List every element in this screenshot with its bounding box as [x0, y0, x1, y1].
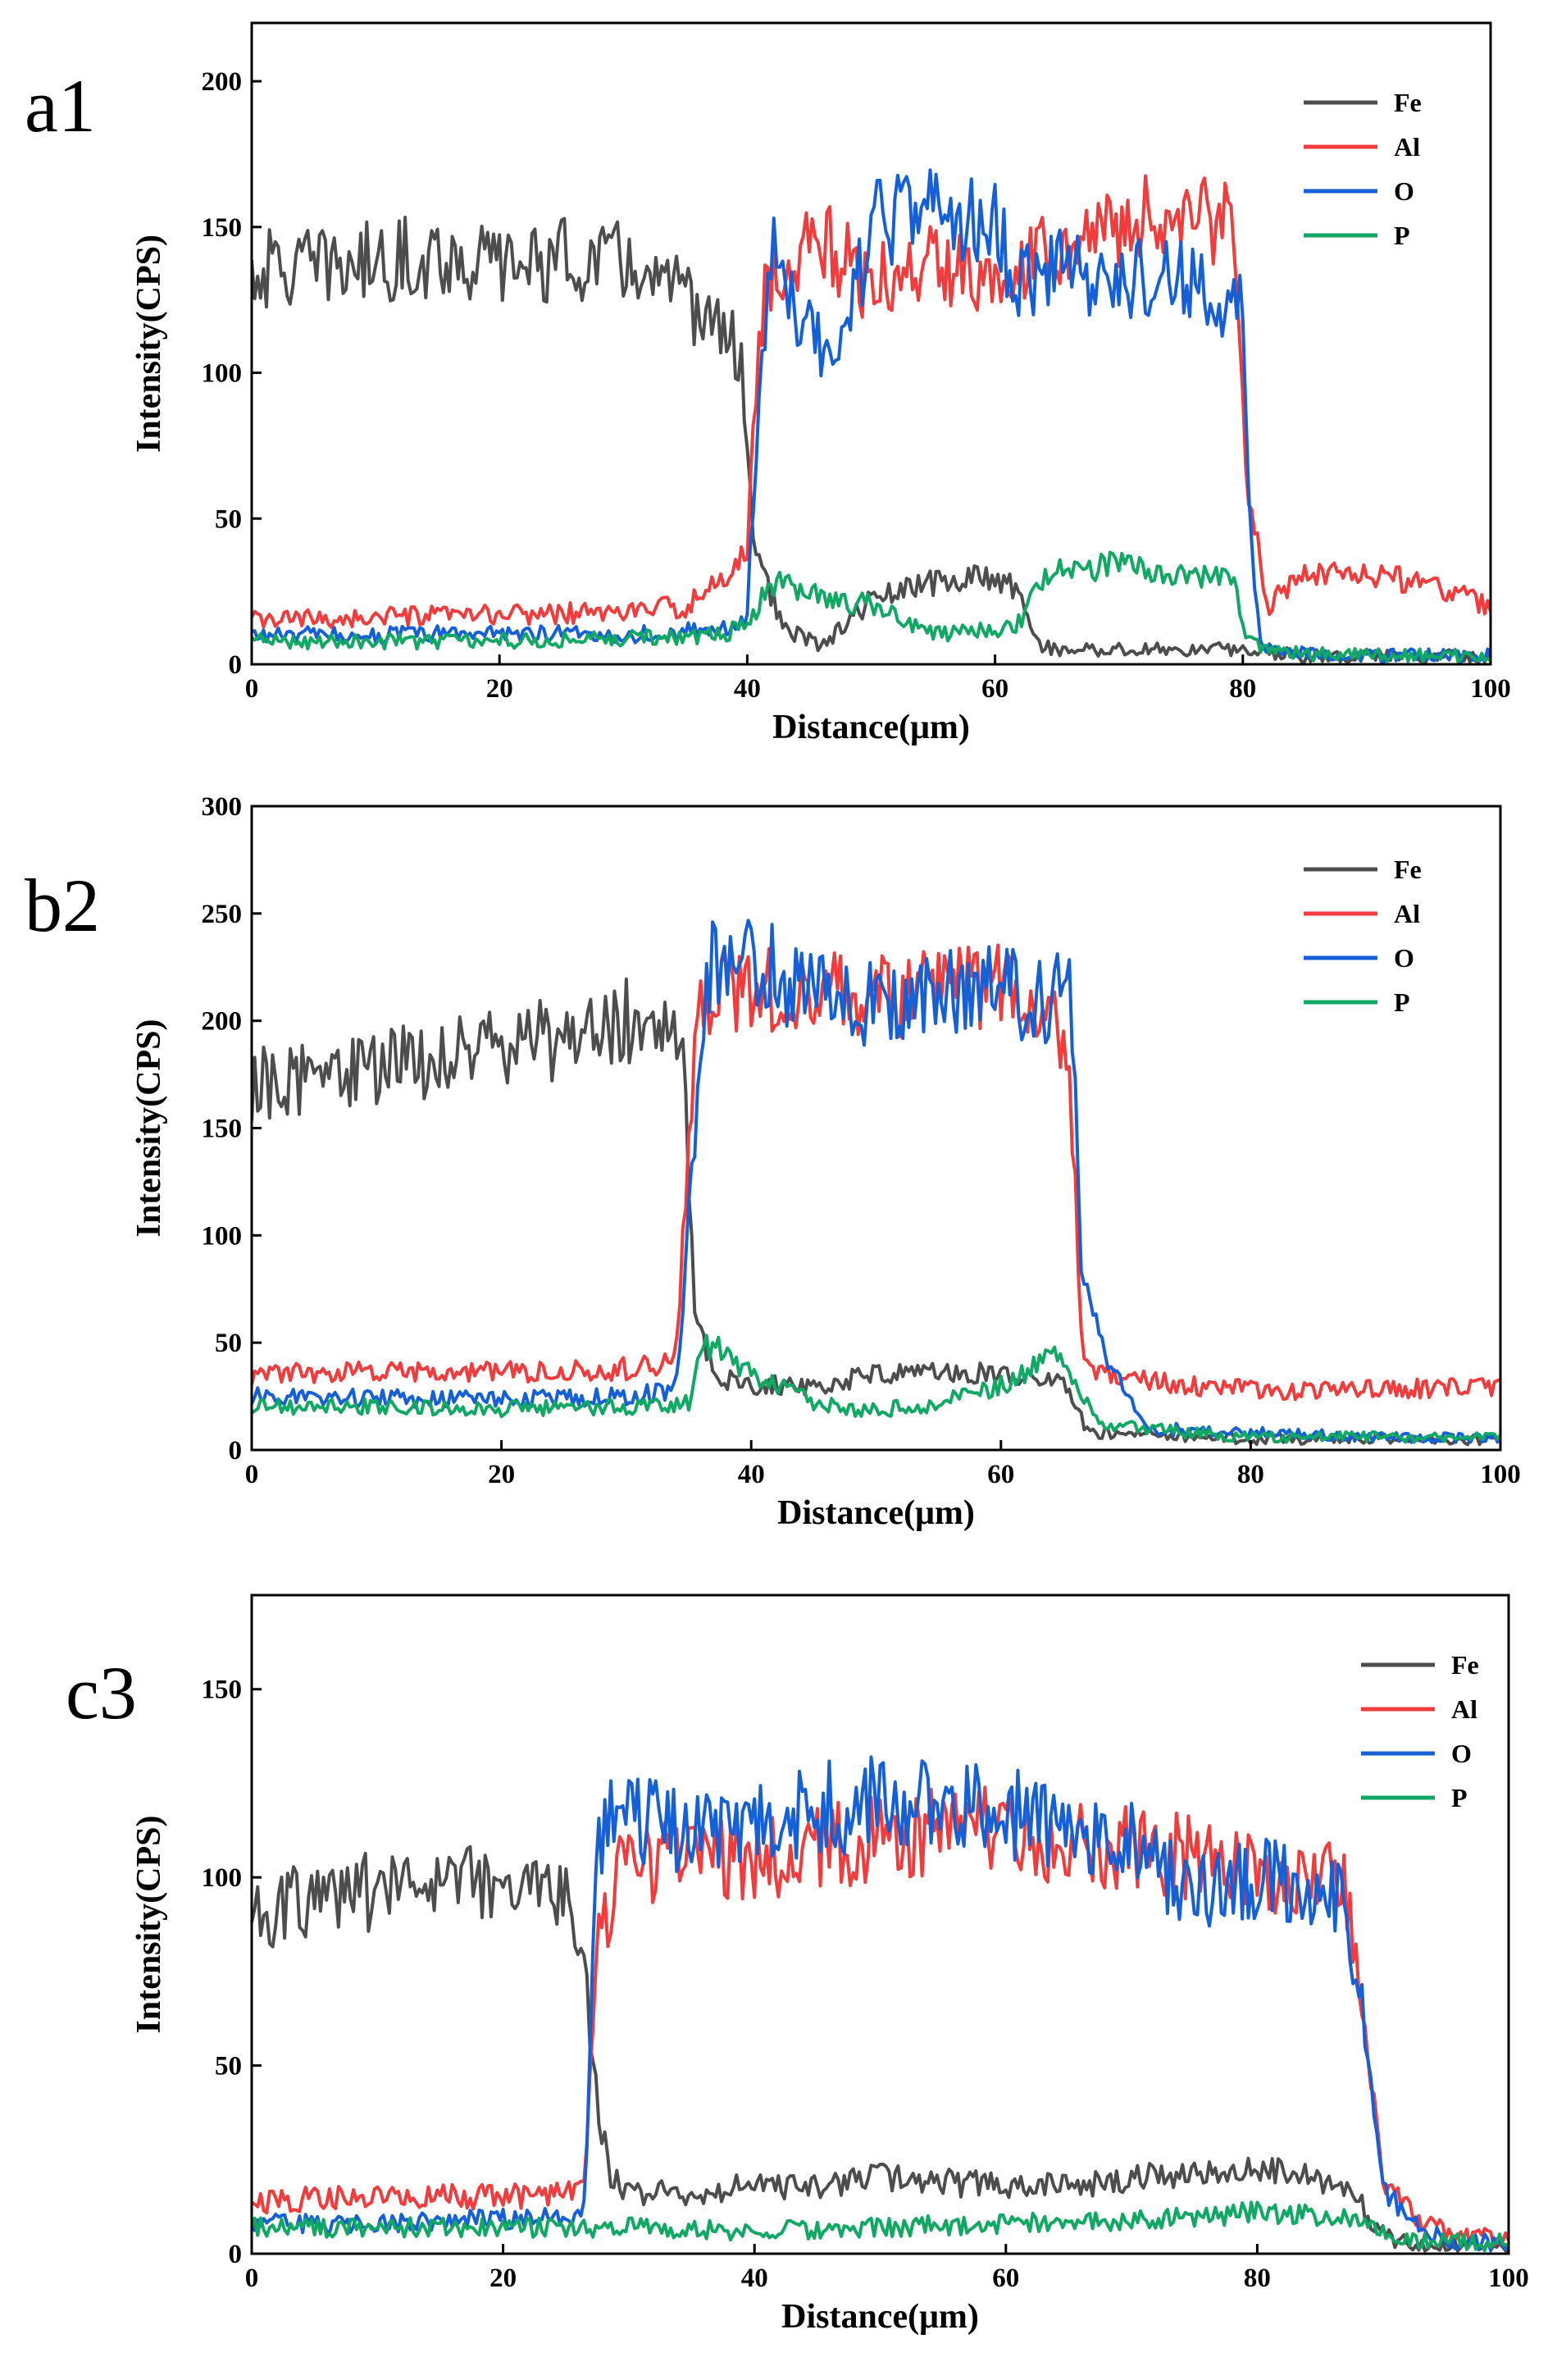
x-tick-label: 40 [738, 1460, 765, 1489]
x-tick-label: 100 [1480, 1460, 1521, 1489]
y-tick-label: 200 [202, 67, 243, 97]
y-tick-label: 0 [229, 2240, 243, 2269]
legend-label-o: O [1394, 176, 1414, 206]
chart-panel-c3: 0 20 40 60 80 100 0 50 100 150 Distance(μm) Intensi… [66, 1594, 1529, 2336]
series-line-al [252, 943, 1500, 1402]
legend-label-al: Al [1394, 899, 1420, 928]
series-line-al [252, 1785, 1509, 2247]
y-tick-label: 200 [202, 1007, 243, 1037]
chart-panel-b2: 0 20 40 60 80 100 0 50 100 150 200 250 300 Distance(μ… [25, 792, 1521, 1532]
x-tick-label: 40 [741, 2264, 768, 2293]
y-tick-label: 150 [202, 1115, 243, 1144]
x-axis-title: Distance(μm) [777, 1494, 975, 1532]
series-line-p [252, 550, 1491, 664]
y-axis-title: Intensity(CPS) [130, 1019, 168, 1237]
panel-label: a1 [25, 64, 96, 148]
plot-frame [250, 805, 1502, 1452]
y-tick-label: 300 [202, 792, 243, 822]
y-tick-label: 250 [202, 900, 243, 929]
x-tick-label: 80 [1229, 674, 1256, 704]
series-line-fe [252, 1844, 1509, 2253]
y-axis-title: Intensity(CPS) [130, 1815, 168, 2033]
x-tick-label: 100 [1488, 2264, 1529, 2293]
series-line-fe [252, 216, 1491, 664]
y-tick-label: 50 [215, 2052, 242, 2081]
legend-label-fe: Fe [1394, 88, 1422, 117]
legend-label-al: Al [1394, 132, 1420, 162]
legend-label-o: O [1451, 1739, 1472, 1768]
y-tick-label: 0 [229, 650, 243, 680]
series-line-al [252, 174, 1491, 629]
y-tick-label: 100 [202, 1863, 243, 1893]
legend-label-p: P [1394, 987, 1410, 1017]
panel-label: c3 [66, 1651, 137, 1735]
legend-label-al: Al [1451, 1694, 1477, 1724]
y-tick-label: 150 [202, 1676, 243, 1705]
x-tick-label: 60 [992, 2264, 1019, 2293]
legend: Fe Al OP [1304, 855, 1422, 1017]
y-tick-label: 150 [202, 213, 243, 243]
legend-label-fe: Fe [1451, 1650, 1479, 1680]
legend-label-fe: Fe [1394, 855, 1422, 884]
series-line-fe [252, 977, 1500, 1447]
legend-label-o: O [1394, 943, 1414, 973]
x-tick-label: 0 [245, 674, 259, 704]
series-line-p [252, 1334, 1500, 1444]
y-axis-title: Intensity(CPS) [130, 235, 168, 453]
x-tick-label: 100 [1470, 674, 1511, 704]
panel-label: b2 [25, 864, 100, 947]
x-tick-label: 0 [245, 1460, 259, 1489]
y-tick-label: 50 [215, 504, 242, 534]
x-tick-label: 0 [245, 2264, 259, 2293]
y-tick-label: 50 [215, 1329, 242, 1358]
legend: Fe Al OP [1361, 1650, 1479, 1812]
series-line-o [252, 1755, 1509, 2253]
legend: Fe Al OP [1304, 88, 1422, 250]
y-tick-label: 0 [229, 1436, 243, 1466]
x-tick-label: 60 [987, 1460, 1014, 1489]
x-tick-label: 60 [981, 674, 1008, 704]
x-tick-label: 20 [489, 2264, 517, 2293]
plot-frame [250, 21, 1492, 666]
series-line-p [252, 2200, 1509, 2253]
legend-label-p: P [1451, 1783, 1468, 1812]
x-tick-label: 80 [1237, 1460, 1264, 1489]
x-tick-label: 80 [1244, 2264, 1271, 2293]
y-tick-label: 100 [202, 1221, 243, 1251]
x-tick-label: 20 [488, 1460, 515, 1489]
y-tick-label: 100 [202, 359, 243, 389]
x-tick-label: 40 [734, 674, 761, 704]
legend-label-p: P [1394, 221, 1410, 250]
series-line-o [252, 919, 1500, 1444]
x-axis-title: Distance(μm) [781, 2298, 979, 2336]
plot-frame [250, 1594, 1510, 2255]
x-tick-label: 20 [486, 674, 513, 704]
chart-panel-a1: 0 20 40 60 80 100 0 50 100 150 200 Distance(μm) Inte… [25, 21, 1511, 746]
x-axis-title: Distance(μm) [772, 709, 970, 746]
